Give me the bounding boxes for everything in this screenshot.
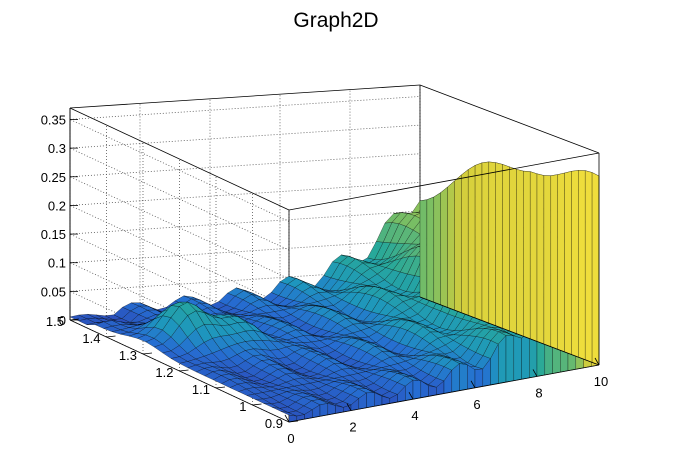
y-axis: 0.9 1 1.1 1.2 1.3 1.4 1.5 xyxy=(46,314,299,431)
y-tick-label: 1.5 xyxy=(46,314,64,329)
right-skirt xyxy=(509,166,517,334)
front-skirt xyxy=(521,331,530,380)
right-skirt xyxy=(571,170,579,358)
right-skirt xyxy=(543,175,551,347)
y-tick xyxy=(69,318,80,321)
grid-line xyxy=(69,119,290,222)
grid-line xyxy=(69,96,421,120)
right-skirt xyxy=(530,171,538,342)
front-skirt xyxy=(505,335,514,383)
front-frame xyxy=(288,84,600,423)
x-tick-label: 2 xyxy=(349,420,356,435)
y-tick-label: 1 xyxy=(239,399,246,414)
x-tick xyxy=(408,392,414,400)
z-tick-label: 0.2 xyxy=(48,198,66,213)
y-tick xyxy=(106,335,116,338)
right-skirt xyxy=(454,174,462,313)
front-skirt xyxy=(327,403,336,416)
x-axis: 0 2 4 6 8 10 xyxy=(284,357,608,446)
z-tick-label: 0 xyxy=(59,313,66,328)
x-tick xyxy=(346,403,352,411)
right-skirt xyxy=(426,196,434,303)
chart-title: Graph2D xyxy=(293,9,378,32)
right-skirt xyxy=(488,161,496,327)
front-skirt xyxy=(498,335,507,384)
right-skirt xyxy=(564,171,572,355)
front-skirt xyxy=(366,392,375,409)
grid-line xyxy=(69,153,421,178)
right-skirt xyxy=(495,162,503,329)
right-skirt xyxy=(578,170,586,361)
y-tick-label: 1.4 xyxy=(82,331,100,346)
x-tick xyxy=(284,414,290,423)
grid-line xyxy=(69,124,421,149)
right-skirt xyxy=(502,164,510,332)
y-tick xyxy=(142,352,153,355)
right-skirt xyxy=(536,173,545,345)
z-tick-label: 0.1 xyxy=(48,256,66,271)
x-tick xyxy=(532,369,538,377)
x-tick-label: 8 xyxy=(535,385,542,400)
front-skirt xyxy=(474,368,483,389)
box-edge xyxy=(69,84,421,109)
right-skirt xyxy=(585,170,593,363)
grid-line xyxy=(69,233,290,337)
front-skirt xyxy=(412,379,421,400)
right-skirt xyxy=(474,162,483,321)
right-skirt xyxy=(481,161,489,324)
y-tick xyxy=(179,369,189,372)
x-tick xyxy=(470,380,476,388)
right-skirt xyxy=(523,170,531,340)
box-edge xyxy=(419,296,600,366)
right-skirt xyxy=(433,192,441,306)
box-edge xyxy=(69,107,290,211)
front-skirt xyxy=(319,403,328,417)
box-edge xyxy=(288,152,600,211)
y-tick-label: 1.1 xyxy=(192,382,210,397)
right-skirt xyxy=(419,199,428,300)
z-tick-label: 0.3 xyxy=(48,141,66,156)
x-tick-label: 10 xyxy=(594,374,608,389)
z-tick-label: 0.25 xyxy=(41,170,66,185)
right-skirt xyxy=(557,172,565,353)
x-tick xyxy=(594,357,600,366)
y-tick xyxy=(215,386,226,389)
right-skirt xyxy=(461,169,469,316)
right-skirt xyxy=(550,174,558,350)
z-tick-label: 0.05 xyxy=(41,284,66,299)
front-skirt xyxy=(513,335,522,381)
box-edge xyxy=(288,364,600,423)
y-tick-label: 1.2 xyxy=(155,365,173,380)
box-edge xyxy=(419,84,600,154)
z-axis: 0 0.05 0.1 0.15 0.2 0.25 0.3 0.35 xyxy=(41,108,78,328)
right-skirt xyxy=(468,165,476,319)
z-tick-label: 0.35 xyxy=(41,112,66,127)
right-skirt xyxy=(447,180,455,311)
x-tick-label: 4 xyxy=(411,408,418,423)
y-tick xyxy=(252,403,262,406)
right-skirt xyxy=(440,186,448,308)
y-tick xyxy=(288,420,299,423)
grid-line xyxy=(69,182,421,206)
z-tick-label: 0.15 xyxy=(41,227,66,242)
grid-line xyxy=(69,176,290,280)
grid-line xyxy=(69,210,421,235)
x-tick-label: 0 xyxy=(287,431,294,446)
front-skirt xyxy=(459,363,468,391)
right-skirt xyxy=(591,172,600,366)
right-skirt xyxy=(516,169,524,337)
surface-mesh xyxy=(69,161,600,423)
x-tick-label: 6 xyxy=(473,397,480,412)
y-tick-label: 0.9 xyxy=(265,416,283,431)
y-tick-label: 1.3 xyxy=(119,348,137,363)
